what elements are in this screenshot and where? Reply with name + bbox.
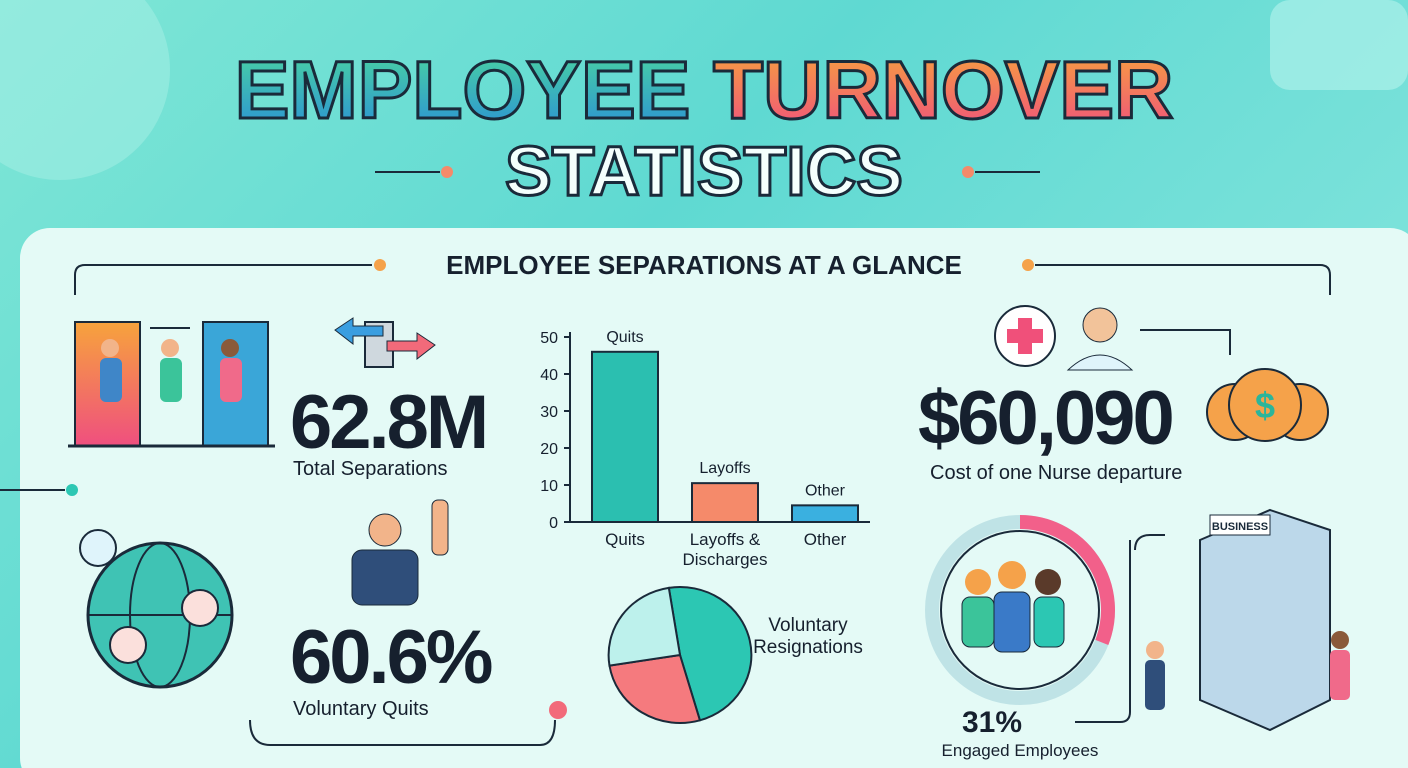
x-tick-label: Other	[803, 530, 847, 549]
decoration	[249, 719, 556, 746]
y-tick-label: 40	[540, 367, 558, 384]
y-tick-label: 30	[540, 404, 558, 421]
decoration	[374, 259, 386, 271]
decoration	[549, 701, 567, 719]
decoration	[1270, 0, 1408, 90]
pie-annotation: Voluntary Resignations	[753, 615, 863, 658]
x-tick-label: Quits	[605, 530, 645, 549]
donut-arc	[1019, 515, 1115, 645]
y-tick-label: 50	[540, 330, 558, 347]
decoration	[1134, 534, 1165, 551]
decoration	[386, 332, 436, 361]
decoration	[961, 596, 995, 648]
bar-label: Quits	[606, 329, 643, 346]
decoration	[998, 561, 1026, 589]
donut-outline	[940, 530, 1100, 690]
decoration: BUSINESS	[1212, 521, 1268, 533]
bar-label: Other	[805, 482, 846, 499]
stat-caption: Total Separations	[293, 458, 448, 480]
decoration: $	[1255, 385, 1275, 426]
decoration	[1035, 569, 1061, 595]
stat-value: 60.6%	[290, 615, 492, 700]
decoration	[1075, 540, 1131, 723]
y-tick-label: 20	[540, 441, 558, 458]
stat-caption: Engaged Employees	[942, 741, 1099, 760]
decoration	[161, 339, 179, 357]
decoration	[351, 549, 419, 606]
decoration	[1033, 596, 1065, 648]
decoration	[965, 569, 991, 595]
charts: 0 10 20 30 40 50 Quits Layoffs Other	[540, 329, 1115, 724]
decoration	[100, 358, 122, 402]
decoration	[1331, 631, 1349, 649]
decoration	[1022, 259, 1034, 271]
decoration	[993, 591, 1031, 653]
decoration	[441, 166, 453, 178]
stat-caption: Cost of one Nurse departure	[930, 462, 1182, 484]
y-tick-label: 10	[540, 478, 558, 495]
decoration	[962, 166, 974, 178]
stat-value: $60,090	[918, 376, 1172, 461]
decoration	[0, 0, 170, 180]
pie-slice	[667, 586, 753, 722]
decoration	[109, 626, 147, 664]
decoration	[1228, 368, 1302, 442]
decoration	[1145, 660, 1165, 710]
decoration	[1209, 514, 1271, 536]
decoration	[431, 499, 449, 556]
bar	[791, 504, 859, 524]
stat-caption: Voluntary Quits	[293, 698, 429, 720]
decoration	[101, 339, 119, 357]
title: EMPLOYEE TURNOVER	[235, 45, 1174, 136]
decoration	[79, 529, 117, 567]
decoration	[1140, 329, 1231, 355]
decoration	[1199, 508, 1331, 732]
subtitle: STATISTICS	[505, 132, 903, 210]
decoration	[1035, 264, 1331, 295]
decoration	[1007, 318, 1043, 354]
decoration	[66, 484, 78, 496]
decoration	[1082, 307, 1118, 343]
section-title: EMPLOYEE SEPARATIONS AT A GLANCE	[446, 250, 962, 280]
decoration	[1066, 354, 1134, 371]
title-word: EMPLOYEE	[235, 45, 691, 136]
pie-slice	[608, 653, 702, 724]
decoration	[368, 513, 402, 547]
pie-slice	[607, 586, 682, 667]
y-tick-label: 0	[549, 515, 558, 532]
decoration	[74, 264, 372, 295]
decoration	[1146, 641, 1164, 659]
decoration	[221, 339, 239, 357]
bar-label: Layoffs	[699, 460, 750, 477]
decoration	[1330, 650, 1350, 700]
stat-value: 62.8M	[290, 380, 486, 465]
bar	[591, 350, 659, 523]
x-tick-label: Layoffs & Discharges	[682, 530, 768, 569]
decoration	[220, 358, 242, 402]
decoration	[160, 358, 182, 402]
decoration	[334, 317, 384, 346]
decoration	[181, 589, 219, 627]
stat-value: 31%	[962, 706, 1022, 739]
title-word: TURNOVER	[713, 45, 1173, 136]
bar	[691, 482, 759, 523]
